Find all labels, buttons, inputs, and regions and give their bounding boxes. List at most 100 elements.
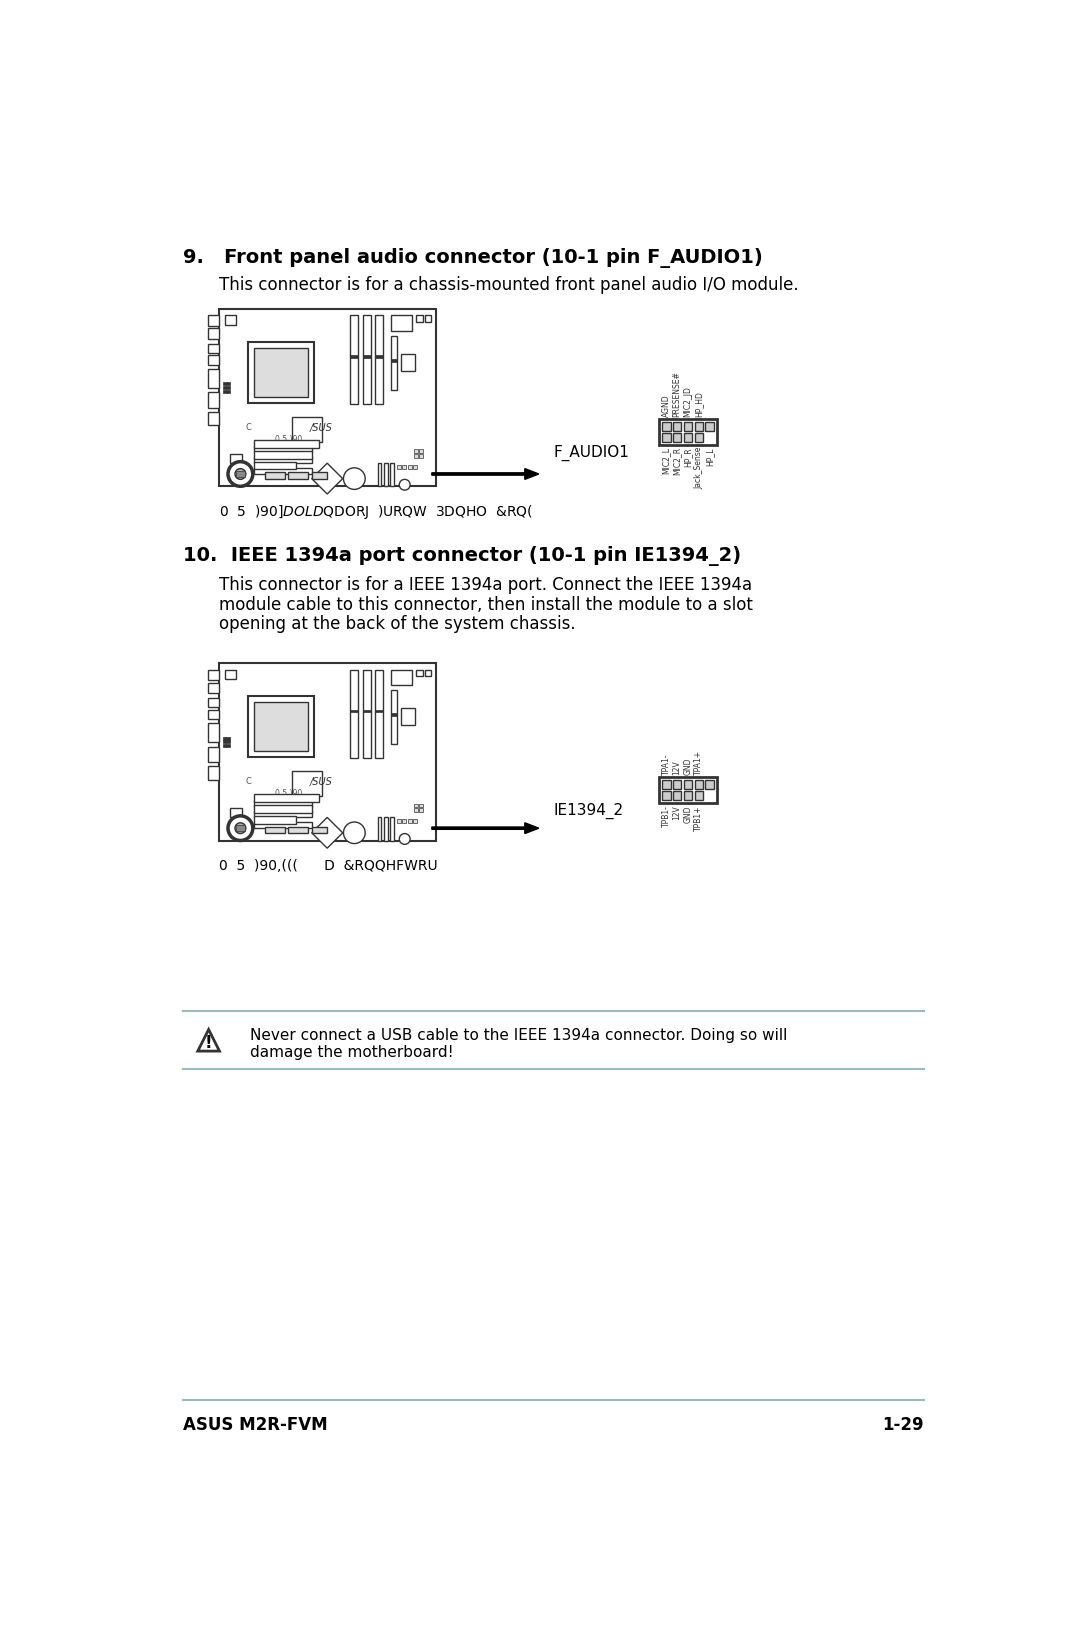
Text: GND: GND [684,758,692,774]
Bar [225,670,235,678]
Bar [424,316,431,322]
Bar [222,740,226,744]
Text: HP_HD: HP_HD [694,390,703,417]
Text: HP_R: HP_R [684,447,692,467]
Text: 12V: 12V [673,805,681,820]
Bar [363,709,370,713]
Bar [662,423,671,431]
Bar [684,433,692,441]
Bar [255,348,308,397]
Text: F_AUDIO1: F_AUDIO1 [554,446,630,462]
Bar [375,316,383,403]
Bar [222,382,226,386]
Bar [222,737,226,740]
Text: damage the motherboard!: damage the motherboard! [249,1045,454,1061]
Text: C: C [246,778,252,786]
Bar [414,809,418,812]
Bar [254,462,296,469]
Bar [390,464,394,486]
Bar [254,451,312,459]
Text: MIC2_JD: MIC2_JD [684,386,692,417]
Bar [419,809,422,812]
Bar [254,815,296,823]
Bar [662,781,671,789]
Text: AGND: AGND [662,394,671,417]
Text: MIC2_L: MIC2_L [662,447,671,473]
Bar [207,343,218,353]
Bar [673,423,681,431]
Bar [705,423,714,431]
Bar [227,744,230,747]
Polygon shape [312,464,342,495]
Bar [230,454,242,464]
Bar [414,818,417,823]
Bar [401,708,415,726]
Bar [416,316,422,322]
Bar [414,454,418,457]
Bar [254,457,312,464]
Bar [254,812,312,817]
Bar [254,446,312,452]
Text: TPB1+: TPB1+ [694,805,703,830]
Bar [227,382,230,386]
Bar [218,664,435,841]
Text: HP_L: HP_L [705,447,714,465]
Bar [705,781,714,789]
Bar [408,465,411,469]
Bar [312,827,327,833]
Bar [662,433,671,441]
Bar [378,464,381,486]
Bar [266,827,284,833]
Bar [254,439,320,447]
Bar [293,417,322,441]
Bar [222,386,226,389]
Bar [419,454,422,457]
Circle shape [228,462,253,486]
Bar [254,800,312,807]
Bar [391,690,397,744]
Bar [694,781,703,789]
Bar [414,449,418,454]
Bar [207,369,218,387]
Bar [424,670,431,675]
Bar [207,412,218,426]
Text: opening at the back of the system chassis.: opening at the back of the system chassi… [218,615,576,633]
Text: IE1394_2: IE1394_2 [554,804,623,820]
Bar [390,817,394,841]
Bar [254,805,312,814]
Text: 0  5  )90,(((      D  &RQQHFWRU: 0 5 )90,((( D &RQQHFWRU [218,859,437,874]
Bar [207,698,218,708]
Text: 0  5  )90$]DOLD  $QDORJ  )URQW  3DQHO  &RQ(: 0 5 )90$]DOLD $QDORJ )URQW 3DQHO &RQ( [218,503,532,521]
Bar [255,701,308,752]
Bar [673,791,681,800]
Text: 10.  IEEE 1394a port connector (10-1 pin IE1394_2): 10. IEEE 1394a port connector (10-1 pin … [183,545,741,566]
Text: This connector is for a IEEE 1394a port. Connect the IEEE 1394a: This connector is for a IEEE 1394a port.… [218,576,752,594]
Bar [383,817,388,841]
Bar [416,670,422,675]
Bar [293,771,322,796]
Bar [401,353,415,371]
Bar [350,709,359,713]
Text: module cable to this connector, then install the module to a slot: module cable to this connector, then ins… [218,595,753,613]
Circle shape [228,815,253,841]
Bar [235,470,245,477]
Bar [375,355,383,358]
Text: /SUS: /SUS [310,778,333,787]
Bar [254,469,312,473]
Bar [248,696,314,757]
Bar [350,355,359,358]
Polygon shape [198,1030,219,1051]
Bar [288,472,308,478]
Bar [235,825,245,831]
Bar [684,781,692,789]
Bar [363,316,370,403]
Text: 9.   Front panel audio connector (10-1 pin F_AUDIO1): 9. Front panel audio connector (10-1 pin… [183,247,762,267]
Text: TPA1+: TPA1+ [694,750,703,774]
Bar [207,747,218,761]
Bar [207,724,218,742]
Bar [414,804,418,807]
Bar [254,822,312,828]
Bar [684,423,692,431]
Bar [312,472,327,478]
Bar [659,778,717,802]
